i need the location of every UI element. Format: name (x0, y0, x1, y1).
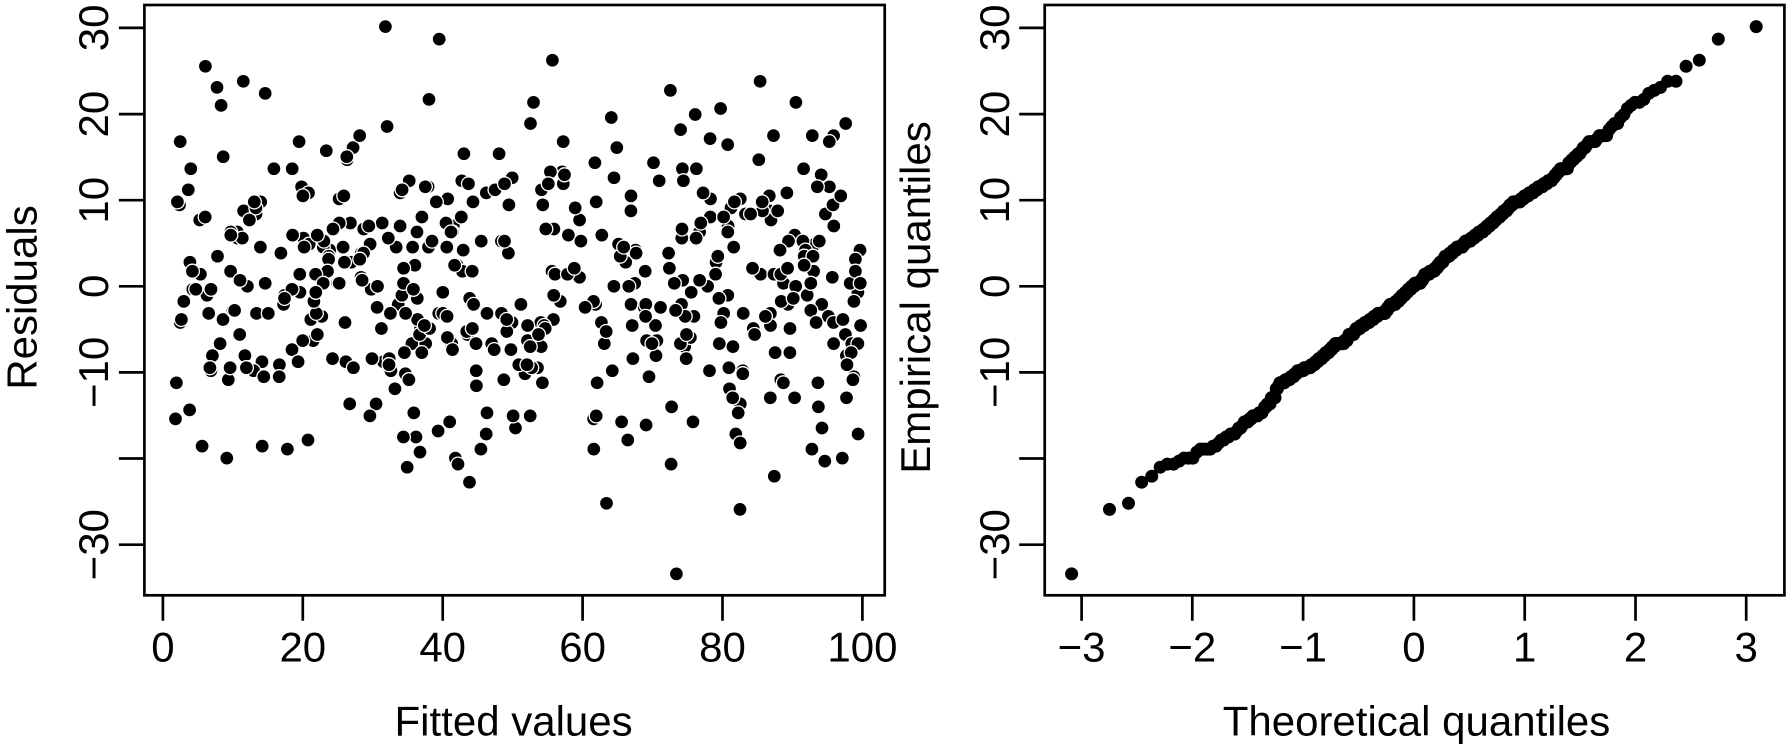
svg-text:40: 40 (419, 624, 466, 671)
svg-text:−10: −10 (70, 337, 117, 408)
svg-text:−3: −3 (1058, 624, 1106, 671)
svg-text:Residuals: Residuals (0, 205, 46, 389)
svg-text:0: 0 (1402, 624, 1425, 671)
svg-text:30: 30 (70, 5, 117, 52)
svg-text:0: 0 (70, 275, 117, 298)
svg-text:2: 2 (1624, 624, 1647, 671)
svg-text:Theoretical quantiles: Theoretical quantiles (1223, 698, 1611, 745)
svg-text:60: 60 (559, 624, 606, 671)
svg-text:−30: −30 (70, 509, 117, 580)
svg-text:80: 80 (699, 624, 746, 671)
svg-text:−30: −30 (971, 509, 1018, 580)
svg-text:0: 0 (151, 624, 174, 671)
svg-text:1: 1 (1513, 624, 1536, 671)
svg-text:20: 20 (70, 91, 117, 138)
svg-text:−1: −1 (1279, 624, 1327, 671)
svg-text:20: 20 (971, 91, 1018, 138)
svg-text:Fitted values: Fitted values (395, 698, 633, 745)
svg-text:0: 0 (971, 275, 1018, 298)
svg-text:Empirical quantiles: Empirical quantiles (892, 121, 939, 474)
svg-text:30: 30 (971, 5, 1018, 52)
svg-text:10: 10 (971, 177, 1018, 224)
svg-text:−10: −10 (971, 337, 1018, 408)
svg-text:100: 100 (827, 624, 897, 671)
svg-text:10: 10 (70, 177, 117, 224)
svg-text:3: 3 (1735, 624, 1758, 671)
svg-text:−2: −2 (1168, 624, 1216, 671)
svg-text:20: 20 (279, 624, 326, 671)
